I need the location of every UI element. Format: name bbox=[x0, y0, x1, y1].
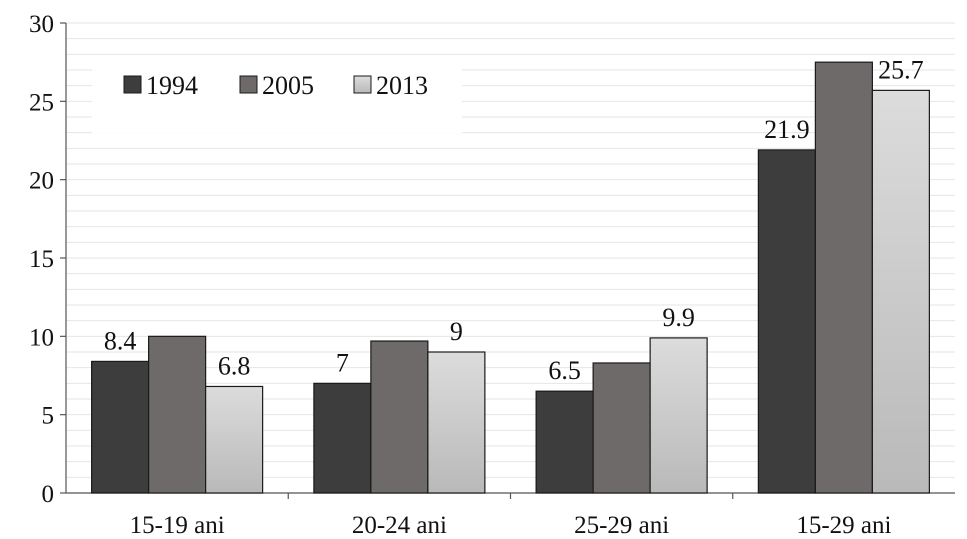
data-label: 9 bbox=[450, 317, 463, 346]
data-labels: 8.4 6.8 7 9 6.5 9.9 21.9 25.7 bbox=[104, 55, 924, 385]
x-tick-label: 15-29 ani bbox=[796, 512, 891, 539]
bars bbox=[91, 61, 930, 494]
y-tick-label: 25 bbox=[29, 89, 54, 116]
y-tick-label: 20 bbox=[29, 168, 54, 195]
bar-2013-0 bbox=[205, 385, 264, 494]
bar-1994-1 bbox=[313, 382, 372, 494]
legend-label: 1994 bbox=[146, 71, 198, 100]
bar-2005-3 bbox=[814, 61, 873, 494]
bar-2005-2 bbox=[592, 362, 651, 494]
bar-1994-3 bbox=[757, 149, 816, 494]
legend-swatch-2013 bbox=[353, 75, 372, 94]
y-tick-label: 30 bbox=[29, 11, 54, 38]
data-label: 6.5 bbox=[548, 356, 581, 385]
bar-2013-3 bbox=[871, 89, 930, 494]
legend-box bbox=[92, 55, 462, 133]
legend-swatch-2005 bbox=[239, 75, 258, 94]
y-tick-label: 15 bbox=[29, 246, 54, 273]
data-label: 9.9 bbox=[662, 303, 695, 332]
y-tick-label: 10 bbox=[29, 324, 54, 351]
data-label: 8.4 bbox=[104, 326, 137, 355]
bar-2013-2 bbox=[649, 337, 708, 494]
data-label: 25.7 bbox=[878, 55, 924, 84]
data-label: 6.8 bbox=[218, 351, 251, 380]
bar-2005-0 bbox=[148, 335, 207, 494]
data-label: 21.9 bbox=[764, 115, 810, 144]
bar-1994-0 bbox=[91, 360, 150, 494]
legend-label: 2013 bbox=[376, 71, 428, 100]
data-label: 7 bbox=[336, 348, 349, 377]
bar-1994-2 bbox=[535, 390, 594, 494]
bar-2013-1 bbox=[427, 351, 486, 494]
bar-2005-1 bbox=[370, 340, 429, 494]
legend-swatch-1994 bbox=[123, 75, 142, 94]
x-tick-label: 25-29 ani bbox=[574, 512, 669, 539]
y-tick-label: 0 bbox=[42, 481, 55, 508]
legend-label: 2005 bbox=[262, 71, 314, 100]
axes: 0 5 10 15 20 25 30 15-19 ani 20-24 ani 25-29 ani 1… bbox=[29, 11, 955, 539]
x-tick-label: 20-24 ani bbox=[352, 512, 447, 539]
legend: 1994 2005 2013 bbox=[92, 55, 462, 133]
y-tick-label: 5 bbox=[42, 403, 55, 430]
x-tick-label: 15-19 ani bbox=[130, 512, 225, 539]
